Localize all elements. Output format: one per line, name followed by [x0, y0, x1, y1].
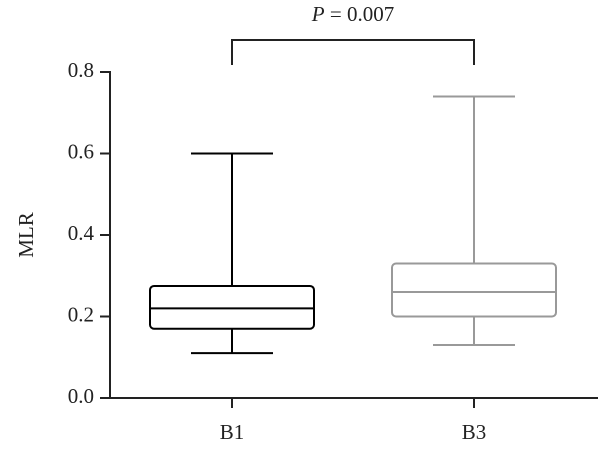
p-symbol: P — [311, 2, 325, 26]
y-tick-label: 0.0 — [68, 384, 94, 408]
y-tick-label: 0.6 — [68, 139, 94, 163]
y-tick-label: 0.4 — [68, 221, 95, 245]
x-tick-label: B3 — [462, 420, 487, 444]
significance-bracket — [231, 39, 475, 65]
p-value: = 0.007 — [330, 2, 394, 26]
box — [391, 262, 557, 318]
box — [149, 284, 315, 330]
y-tick-label: 0.8 — [68, 58, 94, 82]
x-tick-label: B1 — [220, 420, 245, 444]
p-value-annotation: P = 0.007 — [311, 2, 394, 26]
y-axis-label: MLR — [14, 212, 38, 258]
y-tick-label: 0.2 — [68, 302, 94, 326]
